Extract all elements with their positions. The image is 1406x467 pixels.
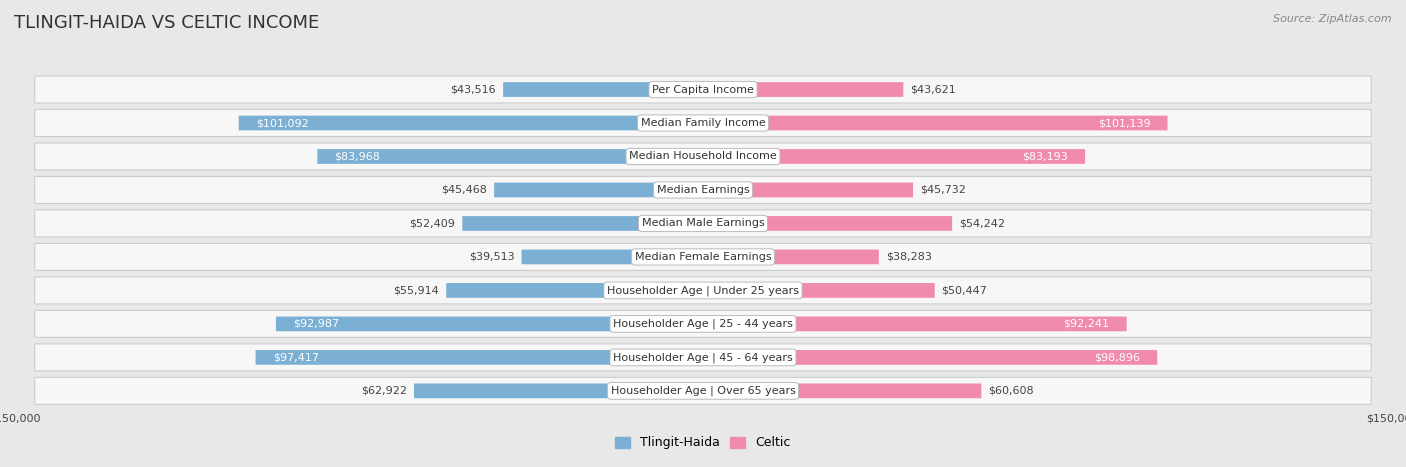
FancyBboxPatch shape [703, 82, 903, 97]
Text: Median Earnings: Median Earnings [657, 185, 749, 195]
Text: $39,513: $39,513 [470, 252, 515, 262]
FancyBboxPatch shape [35, 243, 1371, 270]
Text: Householder Age | Under 25 years: Householder Age | Under 25 years [607, 285, 799, 296]
FancyBboxPatch shape [494, 183, 703, 198]
Text: $62,922: $62,922 [361, 386, 408, 396]
FancyBboxPatch shape [703, 350, 1157, 365]
FancyBboxPatch shape [276, 317, 703, 331]
Text: $43,516: $43,516 [450, 85, 496, 94]
FancyBboxPatch shape [703, 383, 981, 398]
FancyBboxPatch shape [522, 249, 703, 264]
FancyBboxPatch shape [239, 116, 703, 130]
Text: Householder Age | 45 - 64 years: Householder Age | 45 - 64 years [613, 352, 793, 363]
FancyBboxPatch shape [463, 216, 703, 231]
Text: $55,914: $55,914 [394, 285, 439, 296]
Text: TLINGIT-HAIDA VS CELTIC INCOME: TLINGIT-HAIDA VS CELTIC INCOME [14, 14, 319, 32]
FancyBboxPatch shape [35, 311, 1371, 337]
Text: $101,139: $101,139 [1098, 118, 1150, 128]
FancyBboxPatch shape [703, 216, 952, 231]
FancyBboxPatch shape [256, 350, 703, 365]
Text: $83,193: $83,193 [1022, 151, 1069, 162]
FancyBboxPatch shape [35, 344, 1371, 371]
FancyBboxPatch shape [703, 116, 1167, 130]
Text: $54,242: $54,242 [959, 219, 1005, 228]
Text: $92,987: $92,987 [292, 319, 339, 329]
Text: $60,608: $60,608 [988, 386, 1033, 396]
FancyBboxPatch shape [35, 76, 1371, 103]
Text: Per Capita Income: Per Capita Income [652, 85, 754, 94]
Text: $83,968: $83,968 [335, 151, 381, 162]
FancyBboxPatch shape [703, 283, 935, 298]
Text: $97,417: $97,417 [273, 353, 319, 362]
Text: $38,283: $38,283 [886, 252, 932, 262]
FancyBboxPatch shape [318, 149, 703, 164]
Text: Median Female Earnings: Median Female Earnings [634, 252, 772, 262]
Text: Source: ZipAtlas.com: Source: ZipAtlas.com [1274, 14, 1392, 24]
Text: Median Male Earnings: Median Male Earnings [641, 219, 765, 228]
Text: Median Family Income: Median Family Income [641, 118, 765, 128]
FancyBboxPatch shape [35, 110, 1371, 136]
FancyBboxPatch shape [35, 210, 1371, 237]
Text: $52,409: $52,409 [409, 219, 456, 228]
FancyBboxPatch shape [35, 377, 1371, 404]
Text: $101,092: $101,092 [256, 118, 309, 128]
Legend: Tlingit-Haida, Celtic: Tlingit-Haida, Celtic [610, 432, 796, 454]
FancyBboxPatch shape [446, 283, 703, 298]
FancyBboxPatch shape [413, 383, 703, 398]
Text: $45,732: $45,732 [920, 185, 966, 195]
FancyBboxPatch shape [503, 82, 703, 97]
Text: $45,468: $45,468 [441, 185, 488, 195]
FancyBboxPatch shape [35, 277, 1371, 304]
Text: $98,896: $98,896 [1094, 353, 1140, 362]
FancyBboxPatch shape [703, 317, 1126, 331]
Text: Householder Age | 25 - 44 years: Householder Age | 25 - 44 years [613, 318, 793, 329]
Text: $43,621: $43,621 [910, 85, 956, 94]
Text: Householder Age | Over 65 years: Householder Age | Over 65 years [610, 386, 796, 396]
FancyBboxPatch shape [703, 149, 1085, 164]
FancyBboxPatch shape [703, 183, 912, 198]
FancyBboxPatch shape [35, 177, 1371, 204]
Text: $92,241: $92,241 [1063, 319, 1109, 329]
Text: $50,447: $50,447 [942, 285, 987, 296]
FancyBboxPatch shape [703, 249, 879, 264]
FancyBboxPatch shape [35, 143, 1371, 170]
Text: Median Household Income: Median Household Income [628, 151, 778, 162]
